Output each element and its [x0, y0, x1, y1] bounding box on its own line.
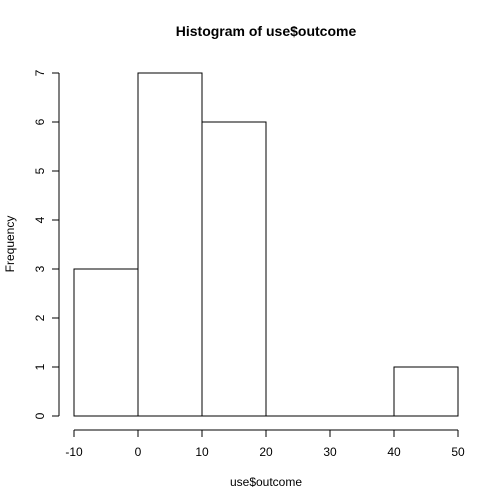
- chart-title: Histogram of use$outcome: [176, 23, 357, 39]
- y-tick-label: 4: [33, 216, 47, 223]
- histogram-bar: [137, 72, 203, 417]
- x-tick-label: 30: [323, 445, 337, 459]
- histogram-bar: [393, 366, 459, 417]
- bars-group: [73, 72, 459, 417]
- x-tick-label: 0: [135, 445, 142, 459]
- y-tick-label: 3: [33, 265, 47, 272]
- y-tick-label: 5: [33, 167, 47, 174]
- y-axis: 0 1 2 3 4 5 6 7: [33, 69, 60, 419]
- y-axis-label: Frequency: [3, 216, 17, 273]
- x-axis: -10 0 10 20 30 40 50: [65, 429, 465, 459]
- x-tick-label: 20: [259, 445, 273, 459]
- histogram-bar: [201, 121, 267, 417]
- x-tick-label: 40: [387, 445, 401, 459]
- histogram-bar: [73, 268, 139, 417]
- y-tick-label: 0: [33, 412, 47, 419]
- y-tick-label: 1: [33, 363, 47, 370]
- x-tick-label: 50: [451, 445, 465, 459]
- y-tick-label: 7: [33, 69, 47, 76]
- y-tick-label: 2: [33, 314, 47, 321]
- x-axis-label: use$outcome: [230, 475, 302, 489]
- x-tick-label: -10: [65, 445, 83, 459]
- x-tick-label: 10: [195, 445, 209, 459]
- y-tick-label: 6: [33, 118, 47, 125]
